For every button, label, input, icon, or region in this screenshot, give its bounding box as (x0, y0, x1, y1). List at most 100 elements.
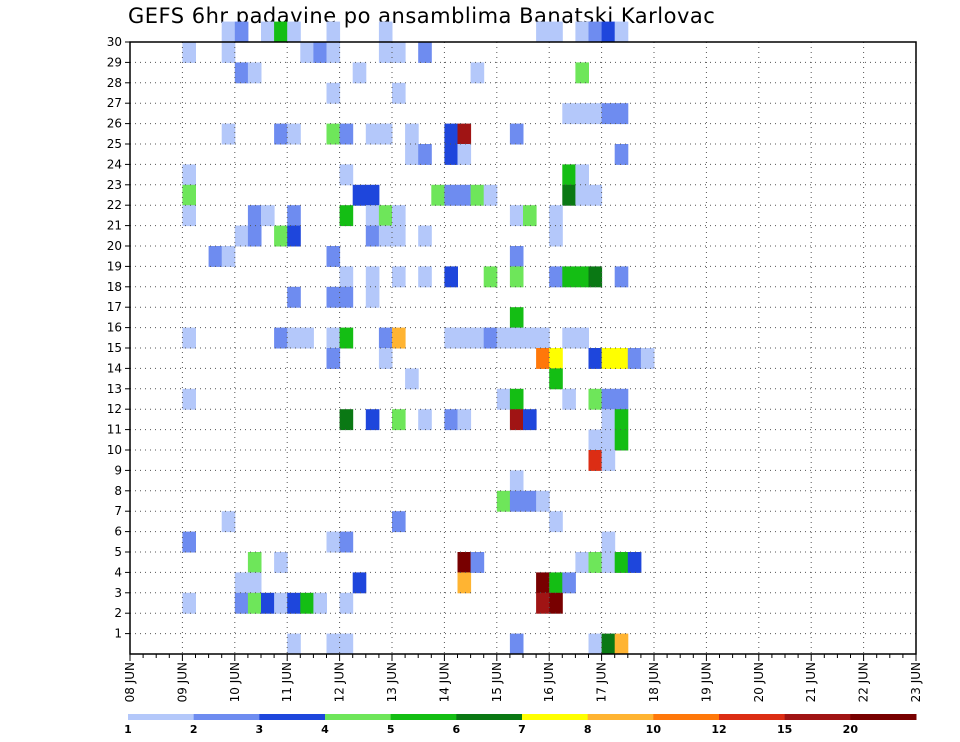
heatmap-cell (509, 470, 524, 492)
heatmap-cell (326, 246, 341, 267)
heatmap-cell (549, 511, 563, 533)
heatmap-cell (483, 184, 498, 206)
heatmap-cell (313, 42, 327, 63)
heatmap-cell (470, 327, 485, 349)
heatmap-cell (182, 327, 196, 349)
x-tick-label: 12 JUN (333, 662, 347, 702)
x-tick-label: 23 JUN (909, 662, 923, 702)
heatmap-cell (509, 633, 524, 655)
heatmap-cell (378, 42, 393, 63)
heatmap-cell (509, 490, 524, 512)
heatmap-cell (483, 266, 498, 288)
colorbar-label: 5 (387, 723, 395, 736)
colorbar-swatch (325, 714, 392, 720)
heatmap-cell (365, 123, 380, 145)
heatmap-cell (588, 348, 603, 369)
heatmap-cell (614, 103, 629, 125)
heatmap-cell (614, 348, 629, 369)
heatmap-cell (247, 205, 262, 227)
heatmap-cell (234, 21, 249, 43)
y-tick-label: 9 (114, 463, 122, 477)
heatmap-cell (601, 21, 616, 43)
heatmap-cell (182, 42, 196, 63)
colorbar-label: 4 (321, 723, 329, 736)
heatmap-cell (457, 572, 472, 594)
heatmap-cell (457, 184, 472, 206)
heatmap-cell (274, 327, 288, 349)
heatmap-cell (614, 21, 629, 43)
colorbar-swatch (390, 714, 457, 720)
heatmap-cell (509, 388, 524, 410)
heatmap-cell (588, 388, 603, 410)
y-tick-label: 17 (107, 300, 122, 314)
heatmap-cell (352, 62, 367, 84)
y-tick-label: 16 (107, 321, 122, 335)
heatmap-cell (378, 123, 393, 145)
y-tick-label: 6 (114, 525, 122, 539)
y-tick-label: 10 (107, 443, 122, 457)
heatmap-cell (378, 225, 393, 247)
heatmap-cell (418, 409, 432, 431)
y-tick-label: 30 (107, 35, 122, 49)
y-tick-label: 5 (114, 545, 122, 559)
heatmap-cell (274, 123, 288, 145)
heatmap-cell (247, 552, 262, 573)
heatmap-cell (261, 592, 275, 614)
heatmap-cell (287, 123, 301, 145)
heatmap-cell (221, 123, 236, 145)
y-tick-label: 24 (107, 157, 122, 171)
heatmap-cell (339, 164, 354, 186)
x-tick-label: 17 JUN (595, 662, 609, 702)
heatmap-cell (562, 327, 576, 349)
heatmap-cell (392, 225, 406, 247)
heatmap-cell (601, 103, 616, 125)
heatmap-cell (378, 21, 393, 43)
heatmap-cell (221, 21, 236, 43)
heatmap-cell (601, 409, 616, 431)
heatmap-cell (496, 388, 511, 410)
heatmap-cell (378, 348, 393, 369)
heatmap-cell (365, 225, 380, 247)
y-tick-label: 20 (107, 239, 122, 253)
heatmap-cell (457, 552, 472, 573)
y-axis: 1234567891011121314151617181920212223242… (107, 35, 130, 641)
heatmap-cell (536, 592, 550, 614)
heatmap-cell (247, 592, 262, 614)
heatmap-cell (549, 225, 563, 247)
heatmap-cell (182, 184, 196, 206)
colorbar: 1 2 3 4 5 6 7 8 10 12 15 20 (124, 714, 917, 736)
heatmap-cell (326, 82, 341, 104)
heatmap-cell (523, 490, 537, 512)
x-tick-label: 18 JUN (647, 662, 661, 702)
x-axis: 08 JUN 09 JUN 10 JUN 11 JUN 12 JUN 13 JUN 14 J… (123, 654, 923, 702)
y-tick-label: 12 (107, 402, 122, 416)
heatmap-cell (562, 266, 576, 288)
heatmap-cell (339, 409, 354, 431)
heatmap-cell (549, 368, 563, 390)
heatmap-cell (536, 572, 550, 594)
heatmap-cell (509, 409, 524, 431)
heatmap-cell (234, 225, 249, 247)
heatmap-cell (234, 62, 249, 84)
heatmap-cell (575, 327, 589, 349)
heatmap-cell (326, 327, 341, 349)
heatmap-cell (588, 450, 603, 471)
heatmap-cell (588, 266, 603, 288)
heatmap-cell (339, 327, 354, 349)
y-tick-label: 15 (107, 341, 122, 355)
heatmap-cell (562, 103, 576, 125)
heatmap-cell (614, 409, 629, 431)
heatmap-cell (601, 388, 616, 410)
colorbar-swatch (128, 714, 195, 720)
heatmap-cell (326, 123, 341, 145)
y-tick-label: 8 (114, 484, 122, 498)
heatmap-cell (405, 368, 419, 390)
y-tick-label: 29 (107, 55, 122, 69)
heatmap-cell (339, 286, 354, 308)
heatmap-cell (575, 552, 589, 573)
heatmap-cell (247, 225, 262, 247)
heatmap-cell (392, 42, 406, 63)
heatmap-cell (575, 184, 589, 206)
colorbar-label: 12 (711, 723, 726, 736)
heatmap-cell (418, 266, 432, 288)
